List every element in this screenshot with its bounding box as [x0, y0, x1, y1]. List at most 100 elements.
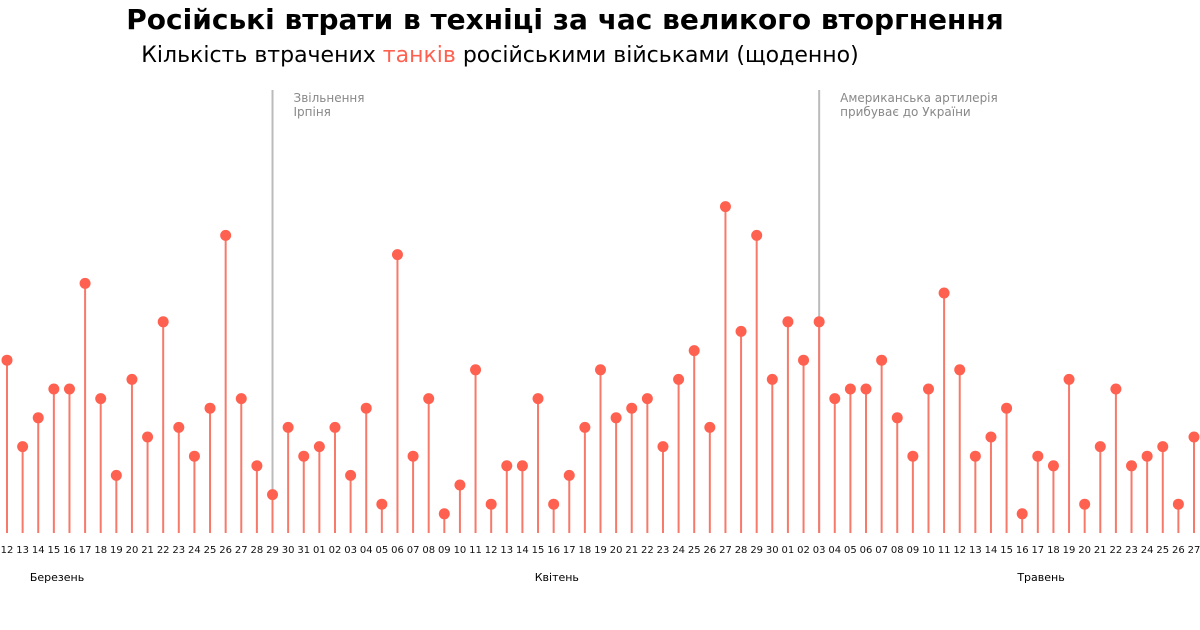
x-tick-label: 20	[1078, 545, 1091, 556]
lollipop-point	[1126, 460, 1138, 472]
lollipop-point	[485, 498, 497, 510]
lollipop-point	[1001, 402, 1013, 414]
x-tick-label: 01	[782, 545, 795, 556]
lollipop-point	[891, 412, 903, 424]
lollipop-point	[360, 402, 372, 414]
x-tick-label: 15	[47, 545, 60, 556]
lollipop-point	[157, 316, 169, 328]
x-tick-label: 28	[735, 545, 748, 556]
lollipop-point	[329, 421, 341, 433]
x-tick-label: 16	[63, 545, 76, 556]
lollipop-point	[391, 249, 403, 261]
lollipop-point	[95, 393, 107, 405]
lollipop-point	[345, 469, 357, 481]
x-tick-label: 02	[329, 545, 342, 556]
x-tick-label: 10	[454, 545, 467, 556]
lollipop-point	[1016, 508, 1028, 520]
lollipop-point	[126, 373, 138, 385]
lollipop-point	[610, 412, 622, 424]
x-tick-label: 14	[516, 545, 529, 556]
x-tick-label: 21	[625, 545, 638, 556]
lollipop-point	[1172, 498, 1184, 510]
x-tick-label: 17	[1031, 545, 1044, 556]
lollipop-point	[1, 354, 13, 366]
lollipop-point	[173, 421, 185, 433]
lollipop-point	[110, 469, 122, 481]
lollipop-point	[985, 431, 997, 443]
lollipop-point	[48, 383, 60, 395]
lollipop-point	[298, 450, 310, 462]
x-tick-label: 04	[360, 545, 373, 556]
annotation-text: Ірпіня	[294, 105, 331, 119]
x-tick-label: 01	[313, 545, 326, 556]
lollipop-point	[641, 393, 653, 405]
lollipop-point	[63, 383, 75, 395]
x-tick-label: 23	[657, 545, 670, 556]
x-tick-label: 25	[204, 545, 217, 556]
x-tick-label: 21	[1094, 545, 1107, 556]
lollipop-point	[220, 229, 232, 241]
month-label: Травень	[1016, 571, 1064, 584]
lollipop-point	[704, 421, 716, 433]
lollipop-point	[1188, 431, 1200, 443]
x-tick-label: 25	[688, 545, 701, 556]
lollipop-point	[751, 229, 763, 241]
lollipop-point	[1141, 450, 1153, 462]
lollipop-point	[954, 364, 966, 376]
x-tick-label: 18	[94, 545, 107, 556]
x-tick-label: 29	[750, 545, 763, 556]
lollipop-point	[267, 489, 279, 501]
lollipop-point	[188, 450, 200, 462]
x-tick-label: 22	[157, 545, 170, 556]
x-tick-label: 26	[219, 545, 232, 556]
x-tick-label: 23	[172, 545, 185, 556]
lollipop-point	[282, 421, 294, 433]
x-tick-label: 30	[282, 545, 295, 556]
x-tick-label: 03	[813, 545, 826, 556]
lollipop-point	[673, 373, 685, 385]
x-tick-label: 22	[1110, 545, 1123, 556]
lollipop-point	[438, 508, 450, 520]
x-tick-label: 15	[1000, 545, 1013, 556]
annotation-text: Звільнення	[294, 91, 365, 105]
x-tick-label: 18	[1047, 545, 1060, 556]
x-tick-label: 27	[719, 545, 732, 556]
x-tick-label: 31	[297, 545, 310, 556]
lollipop-point	[1032, 450, 1044, 462]
lollipop-point	[844, 383, 856, 395]
lollipop-point	[860, 383, 872, 395]
lollipop-point	[969, 450, 981, 462]
lollipop-point	[516, 460, 528, 472]
x-tick-label: 27	[235, 545, 248, 556]
annotation-text: Американська артилерія	[840, 91, 998, 105]
x-tick-label: 24	[672, 545, 685, 556]
x-tick-label: 26	[1172, 545, 1185, 556]
x-tick-label: 18	[579, 545, 592, 556]
x-tick-label: 12	[953, 545, 966, 556]
chart-title: Російські втрати в техніці за час велико…	[126, 3, 1004, 36]
lollipop-point	[829, 393, 841, 405]
lollipop-point	[407, 450, 419, 462]
lollipop-point	[1110, 383, 1122, 395]
x-tick-label: 26	[703, 545, 716, 556]
lollipop-point	[766, 373, 778, 385]
lollipop-point	[876, 354, 888, 366]
x-tick-label: 30	[766, 545, 779, 556]
x-tick-label: 13	[500, 545, 513, 556]
lollipop-point	[454, 479, 466, 491]
annotation-text: прибуває до України	[840, 105, 971, 119]
lollipop-point	[1094, 441, 1106, 453]
lollipop-point	[1047, 460, 1059, 472]
x-tick-label: 10	[922, 545, 935, 556]
x-tick-label: 17	[563, 545, 576, 556]
month-label: Березень	[30, 571, 84, 584]
x-tick-label: 19	[110, 545, 123, 556]
x-tick-label: 09	[438, 545, 451, 556]
subtitle-highlight: танків	[382, 43, 456, 68]
lollipop-point	[907, 450, 919, 462]
lollipop-point	[470, 364, 482, 376]
lollipop-point	[688, 345, 700, 357]
x-tick-label: 28	[251, 545, 264, 556]
lollipop-point	[719, 201, 731, 213]
